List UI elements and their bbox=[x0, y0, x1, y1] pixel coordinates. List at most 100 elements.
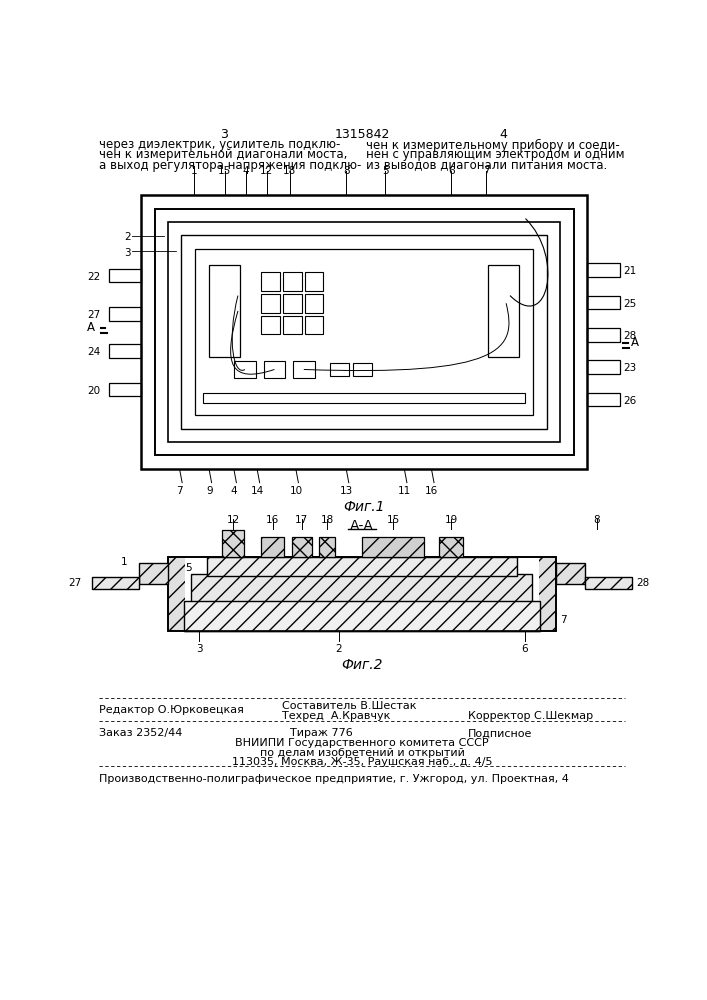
Bar bbox=[234, 361, 256, 378]
Bar bbox=[261, 316, 280, 334]
Text: 1: 1 bbox=[122, 557, 128, 567]
Text: 3: 3 bbox=[196, 644, 202, 654]
Text: 22: 22 bbox=[88, 272, 101, 282]
Text: 7: 7 bbox=[483, 166, 489, 176]
Bar bbox=[330, 363, 349, 376]
Text: 113035, Москва, Ж-35, Раушская наб., д. 4/5: 113035, Москва, Ж-35, Раушская наб., д. … bbox=[232, 757, 492, 767]
Text: 13: 13 bbox=[340, 486, 353, 496]
Text: 8: 8 bbox=[343, 166, 350, 176]
Bar bbox=[305, 294, 323, 312]
Bar bbox=[283, 294, 301, 312]
Text: 5: 5 bbox=[185, 563, 192, 573]
Text: 17: 17 bbox=[295, 515, 308, 525]
Text: 18: 18 bbox=[320, 515, 334, 525]
Text: 16: 16 bbox=[267, 515, 279, 525]
Text: Фиг.2: Фиг.2 bbox=[341, 658, 382, 672]
Bar bbox=[141, 195, 588, 469]
Bar bbox=[588, 393, 620, 406]
Text: 4: 4 bbox=[243, 166, 249, 176]
Text: 21: 21 bbox=[623, 266, 636, 276]
Bar bbox=[283, 272, 301, 291]
Bar bbox=[195, 249, 533, 415]
Text: 11: 11 bbox=[398, 486, 411, 496]
Text: 9: 9 bbox=[206, 486, 213, 496]
Bar bbox=[293, 361, 315, 378]
Text: 20: 20 bbox=[88, 386, 101, 396]
Bar bbox=[207, 557, 517, 576]
Bar bbox=[92, 577, 139, 589]
Bar bbox=[261, 294, 280, 312]
Bar bbox=[305, 272, 323, 291]
Text: 28: 28 bbox=[623, 331, 636, 341]
Text: 16: 16 bbox=[425, 486, 438, 496]
Text: 2: 2 bbox=[335, 644, 342, 654]
Text: 2: 2 bbox=[124, 232, 131, 242]
Text: 26: 26 bbox=[623, 396, 636, 406]
Bar bbox=[209, 265, 240, 357]
Bar bbox=[109, 383, 141, 396]
Text: А: А bbox=[86, 321, 95, 334]
Bar bbox=[305, 316, 323, 334]
Text: 3: 3 bbox=[124, 248, 131, 258]
Bar bbox=[192, 574, 532, 604]
Text: 18: 18 bbox=[284, 166, 296, 176]
Text: по делам изобретений и открытий: по делам изобретений и открытий bbox=[259, 748, 464, 758]
Text: из выводов диагонали питания моста.: из выводов диагонали питания моста. bbox=[366, 158, 607, 172]
Text: 4: 4 bbox=[499, 128, 507, 141]
Bar bbox=[182, 235, 547, 429]
Bar bbox=[223, 530, 244, 557]
Text: через диэлектрик, усилитель подклю-: через диэлектрик, усилитель подклю- bbox=[99, 138, 341, 151]
Text: 7: 7 bbox=[561, 615, 567, 625]
Text: Корректор С.Шекмар: Корректор С.Шекмар bbox=[468, 711, 593, 721]
Text: 3: 3 bbox=[220, 128, 228, 141]
Text: 24: 24 bbox=[88, 347, 101, 357]
Text: 14: 14 bbox=[251, 486, 264, 496]
Bar bbox=[168, 557, 556, 631]
Text: 10: 10 bbox=[289, 486, 303, 496]
Text: Производственно-полиграфическое предприятие, г. Ужгород, ул. Проектная, 4: Производственно-полиграфическое предприя… bbox=[99, 774, 569, 784]
Text: 4: 4 bbox=[230, 486, 238, 496]
Text: а выход регулятора напряжения подклю-: а выход регулятора напряжения подклю- bbox=[99, 158, 361, 172]
Text: Техред  А.Кравчук: Техред А.Кравчук bbox=[282, 711, 390, 721]
Bar bbox=[264, 361, 285, 378]
Bar bbox=[261, 272, 280, 291]
Bar bbox=[184, 601, 540, 631]
Text: Составитель В.Шестак: Составитель В.Шестак bbox=[282, 701, 416, 711]
Bar bbox=[585, 577, 631, 589]
Text: 8: 8 bbox=[593, 515, 600, 525]
Bar bbox=[185, 558, 539, 629]
Bar bbox=[109, 344, 141, 358]
Text: А-А: А-А bbox=[350, 519, 374, 533]
Text: чен к измерительной диагонали моста,: чен к измерительной диагонали моста, bbox=[99, 148, 348, 161]
Bar bbox=[588, 360, 620, 374]
Text: Тираж 776: Тираж 776 bbox=[290, 728, 353, 738]
Bar bbox=[283, 316, 301, 334]
Text: 15: 15 bbox=[218, 166, 231, 176]
Text: 28: 28 bbox=[636, 578, 650, 588]
Bar bbox=[203, 393, 525, 403]
Bar bbox=[588, 263, 620, 277]
Bar bbox=[362, 537, 424, 557]
Text: А: А bbox=[631, 336, 639, 349]
Bar bbox=[320, 537, 335, 557]
Text: 15: 15 bbox=[386, 515, 399, 525]
Text: 19: 19 bbox=[445, 515, 457, 525]
Bar bbox=[168, 557, 556, 631]
Bar bbox=[139, 563, 168, 584]
Text: чен к измерительному прибору и соеди-: чен к измерительному прибору и соеди- bbox=[366, 138, 619, 152]
Text: 12: 12 bbox=[260, 166, 273, 176]
Bar bbox=[192, 574, 532, 604]
Text: 6: 6 bbox=[448, 166, 455, 176]
Text: 27: 27 bbox=[68, 578, 81, 588]
Text: 27: 27 bbox=[88, 310, 101, 320]
Bar bbox=[109, 307, 141, 321]
Text: 1315842: 1315842 bbox=[334, 128, 390, 141]
Text: Заказ 2352/44: Заказ 2352/44 bbox=[99, 728, 182, 738]
Bar bbox=[489, 265, 519, 357]
Bar bbox=[556, 563, 585, 584]
Bar bbox=[292, 537, 312, 557]
Text: Фиг.1: Фиг.1 bbox=[344, 500, 385, 514]
Text: 5: 5 bbox=[382, 166, 389, 176]
Bar bbox=[168, 222, 561, 442]
Bar bbox=[354, 363, 372, 376]
